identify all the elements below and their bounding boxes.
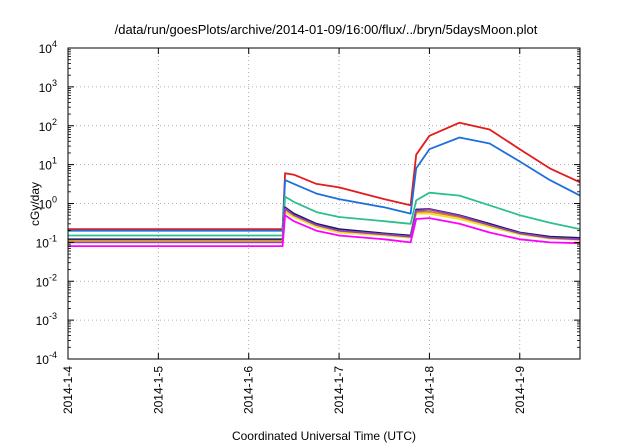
y-tick-label: 101 bbox=[39, 156, 57, 173]
x-tick-label: 2014-1-8 bbox=[422, 366, 436, 414]
y-tick-label: 102 bbox=[39, 117, 57, 134]
x-tick-label: 2014-1-4 bbox=[61, 366, 75, 414]
chart-title: /data/run/goesPlots/archive/2014-01-09/1… bbox=[115, 22, 538, 37]
y-tick-label: 103 bbox=[39, 78, 57, 95]
x-axis: 2014-1-4 2014-1-5 2014-1-6 2014-1-7 2014-1-8… bbox=[61, 48, 527, 414]
series-line bbox=[68, 207, 581, 244]
x-tick-label: 2014-1-9 bbox=[513, 366, 527, 414]
x-axis-label: Coordinated Universal Time (UTC) bbox=[232, 429, 416, 443]
series-group bbox=[68, 121, 581, 247]
series-line bbox=[68, 191, 581, 237]
grid bbox=[67, 48, 580, 359]
x-tick-label: 2014-1-6 bbox=[242, 366, 256, 414]
y-axis-label: cGy/day bbox=[28, 182, 42, 226]
y-tick-label: 100 bbox=[39, 195, 57, 212]
y-tick-label: 10-4 bbox=[36, 350, 57, 367]
x-tick-label: 2014-1-7 bbox=[332, 366, 346, 414]
series-line bbox=[68, 136, 581, 232]
x-tick-label: 2014-1-5 bbox=[151, 366, 165, 414]
y-tick-label: 10-3 bbox=[36, 311, 57, 328]
y-tick-label: 10-1 bbox=[36, 233, 57, 250]
y-axis: 10-4 10-3 10-2 10-1 100 101 102 103 104 bbox=[36, 39, 580, 367]
y-tick-label: 10-2 bbox=[36, 272, 57, 289]
y-tick-label: 104 bbox=[39, 39, 57, 56]
series-line bbox=[68, 206, 581, 241]
series-line bbox=[68, 214, 581, 247]
series-line bbox=[68, 121, 581, 230]
